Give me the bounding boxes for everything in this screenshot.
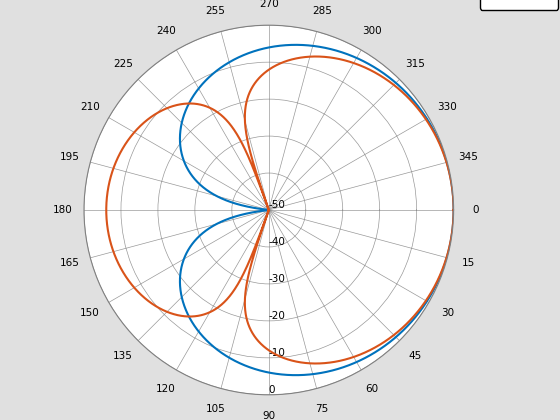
Line: 4kHz: 4kHz	[106, 57, 454, 363]
1kHz	[178, 123, 185, 128]
1kHz	[176, 139, 183, 144]
1kHz	[303, 372, 310, 377]
4kHz	[450, 207, 457, 212]
4kHz	[450, 207, 457, 213]
4kHz	[245, 320, 251, 326]
1kHz	[237, 361, 244, 366]
4kHz	[147, 116, 153, 121]
1kHz	[450, 207, 457, 213]
4kHz	[450, 207, 457, 213]
1kHz	[450, 207, 457, 212]
4kHz	[415, 106, 422, 111]
1kHz	[416, 105, 423, 110]
4kHz	[265, 207, 272, 213]
4kHz	[161, 107, 168, 112]
4kHz	[300, 360, 307, 365]
Line: 1kHz: 1kHz	[180, 45, 454, 375]
1kHz	[265, 207, 272, 213]
1kHz	[450, 207, 457, 213]
Legend: 1kHz, 4kHz: 1kHz, 4kHz	[480, 0, 558, 10]
